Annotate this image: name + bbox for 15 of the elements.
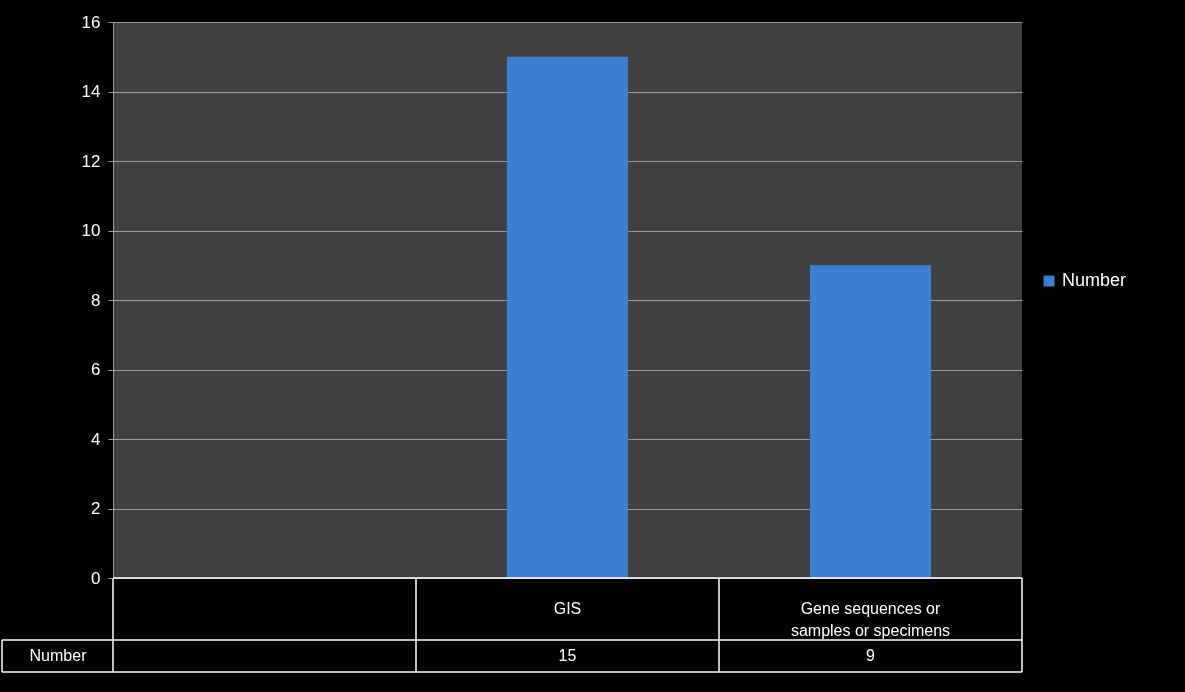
y-tick-label: 0: [91, 568, 101, 588]
x-tick-label: GIS: [553, 600, 582, 617]
y-tick-label: 10: [81, 221, 101, 240]
x-tick-label: Gene sequences or samples or specimens: [790, 600, 951, 639]
legend-label: Number: [1062, 270, 1127, 290]
y-tick-label: 16: [81, 12, 101, 32]
y-tick-label: 2: [91, 499, 101, 518]
data-label: 9: [866, 647, 876, 664]
data-label: 15: [558, 647, 577, 664]
y-tick-label: 14: [81, 82, 101, 101]
y-tick-label: 8: [91, 290, 101, 310]
text: Number: [29, 647, 87, 664]
y-tick-label: 4: [91, 429, 101, 449]
y-tick-label: 12: [81, 151, 101, 171]
y-tick-label: 6: [91, 360, 101, 379]
